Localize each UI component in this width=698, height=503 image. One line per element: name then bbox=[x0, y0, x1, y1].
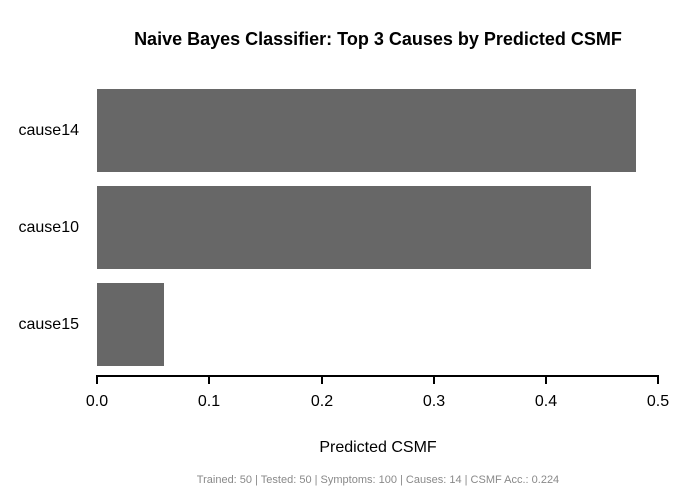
x-axis-tick bbox=[545, 375, 547, 384]
bar-cause14 bbox=[97, 89, 636, 172]
y-axis-category-label: cause14 bbox=[18, 121, 80, 139]
x-axis-tick-label: 0.1 bbox=[197, 393, 221, 410]
x-axis-tick-label: 0.5 bbox=[646, 393, 670, 410]
x-axis-line bbox=[97, 375, 658, 377]
y-axis-category-label: cause10 bbox=[18, 218, 80, 236]
bar-cause10 bbox=[97, 186, 591, 269]
footer-caption: Trained: 50 | Tested: 50 | Symptoms: 100… bbox=[196, 474, 560, 486]
x-axis-tick bbox=[433, 375, 435, 384]
x-axis-tick bbox=[208, 375, 210, 384]
x-axis-tick bbox=[657, 375, 659, 384]
x-axis-tick-label: 0.2 bbox=[310, 393, 334, 410]
bar-cause15 bbox=[97, 283, 164, 366]
x-axis-tick bbox=[321, 375, 323, 384]
x-axis-label: Predicted CSMF bbox=[319, 439, 437, 456]
chart-title: Naive Bayes Classifier: Top 3 Causes by … bbox=[134, 29, 622, 49]
x-axis-tick bbox=[96, 375, 98, 384]
x-axis-tick-label: 0.0 bbox=[85, 393, 109, 410]
x-axis-tick-label: 0.4 bbox=[534, 393, 558, 410]
y-axis-category-label: cause15 bbox=[18, 315, 80, 333]
x-axis-tick-label: 0.3 bbox=[422, 393, 446, 410]
